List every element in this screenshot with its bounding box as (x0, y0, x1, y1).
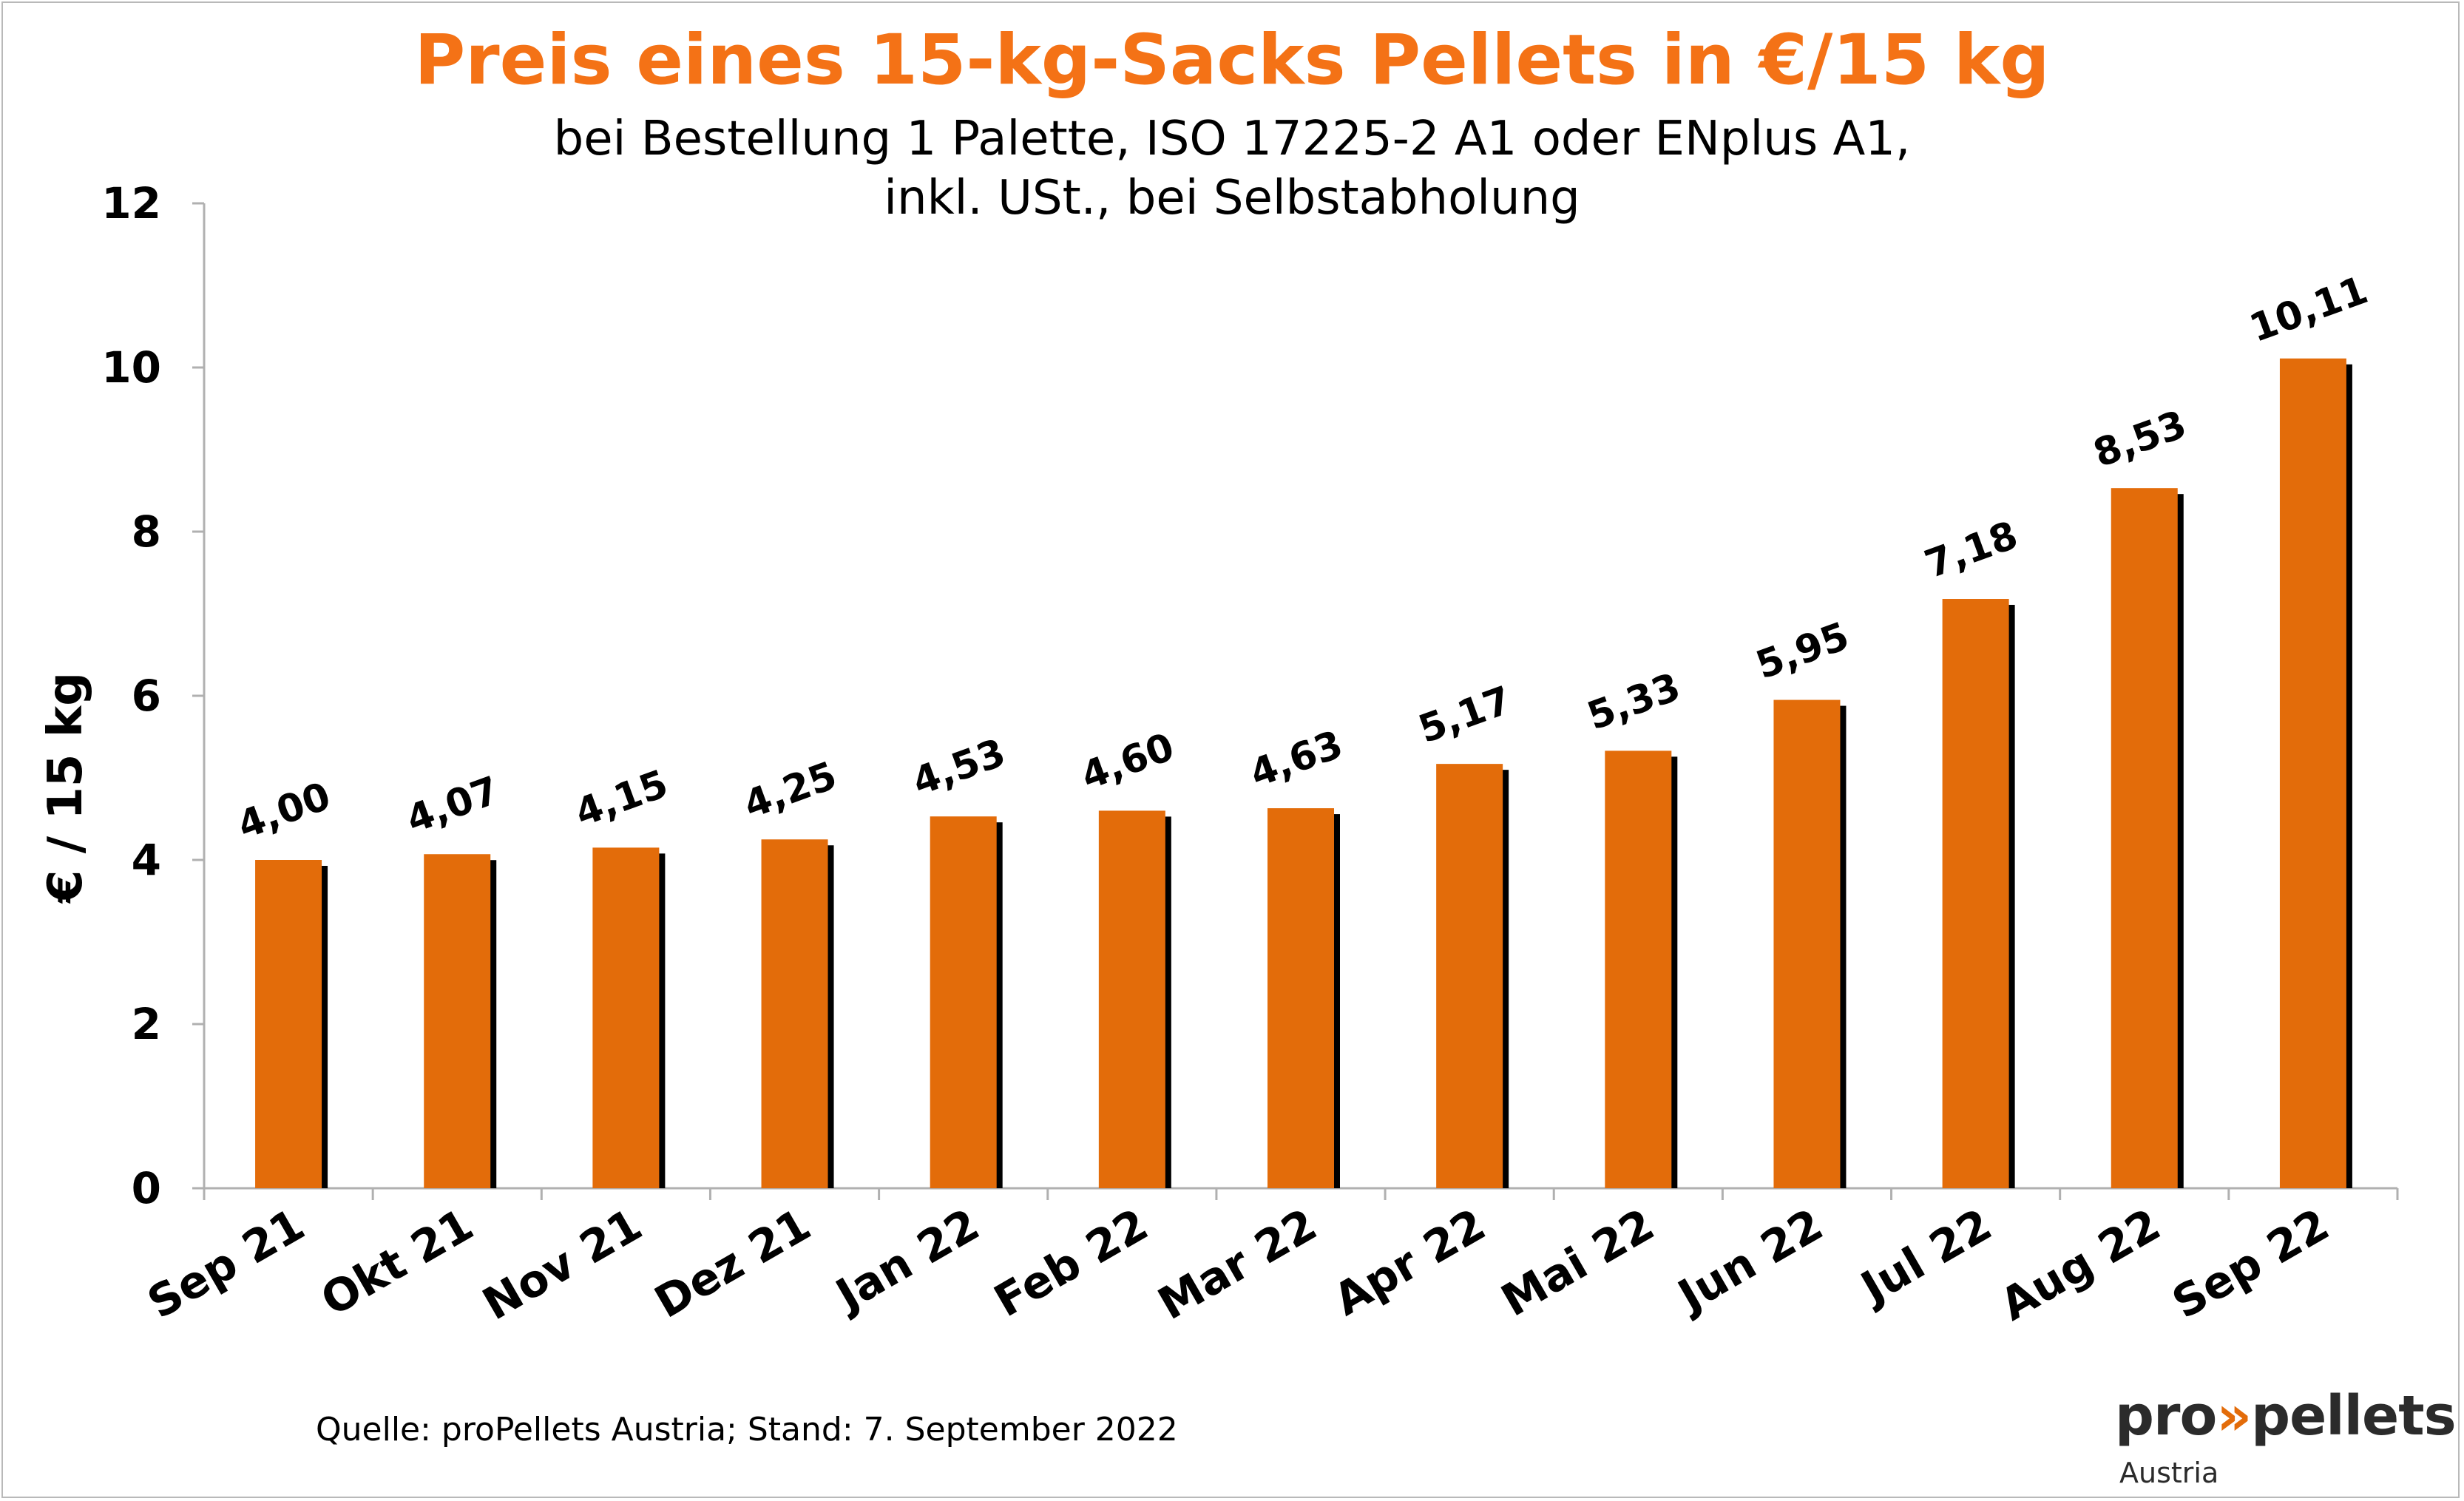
x-category-label: Jun 22 (1668, 1199, 1832, 1324)
y-tick-label: 2 (132, 999, 161, 1049)
bar (2279, 358, 2346, 1188)
bar (1605, 750, 1672, 1188)
bar-value-label: 4,07 (401, 768, 505, 842)
x-category-label: Sep 21 (139, 1199, 313, 1329)
bar (2111, 488, 2178, 1188)
x-category-label: Okt 21 (313, 1199, 482, 1326)
bar (424, 854, 491, 1188)
bar (592, 847, 660, 1188)
y-tick-label: 12 (101, 178, 161, 228)
bar (1942, 599, 2009, 1188)
bar-value-label: 4,53 (907, 731, 1011, 804)
x-category-label: Aug 22 (1991, 1199, 2169, 1331)
x-category-label: Sep 22 (2164, 1199, 2338, 1329)
bar-value-label: 4,63 (1245, 722, 1349, 796)
y-tick-label: 6 (132, 671, 161, 721)
logo-text-pro: pro (2115, 1384, 2217, 1448)
bar (255, 860, 322, 1188)
bar-value-label: 8,53 (2088, 402, 2192, 476)
chart-title: Preis eines 15-kg-Sacks Pellets in €/15 … (414, 20, 2050, 101)
y-tick-label: 0 (132, 1163, 161, 1213)
bar-value-label: 4,15 (569, 762, 674, 836)
bar-value-label: 4,00 (232, 774, 336, 848)
x-category-label: Mar 22 (1150, 1199, 1326, 1330)
y-tick-label: 4 (132, 835, 161, 885)
bar-value-label: 4,60 (1075, 725, 1179, 799)
bar (1098, 810, 1165, 1188)
x-category-label: Dez 21 (646, 1199, 819, 1329)
y-axis-title: € / 15 kg (38, 672, 93, 904)
logo-subtitle: Austria (2119, 1457, 2219, 1489)
logo-arrow-icon: » (2216, 1384, 2252, 1448)
bar (1267, 808, 1334, 1188)
bar (761, 839, 828, 1188)
bar-value-label: 4,25 (738, 753, 842, 827)
chart-subtitle-line2: inkl. USt., bei Selbstabholung (884, 171, 1580, 226)
x-category-label: Jul 22 (1850, 1199, 2000, 1315)
x-category-label: Mai 22 (1493, 1199, 1663, 1326)
bar (930, 816, 997, 1188)
chart-subtitle-line1: bei Bestellung 1 Palette, ISO 17225-2 A1… (553, 112, 1911, 166)
propellets-logo: pro»pellets Austria (2115, 1384, 2457, 1495)
bar-value-label: 5,17 (1413, 678, 1517, 752)
bar (1773, 699, 1841, 1188)
logo-wordmark: pro»pellets (2115, 1384, 2457, 1448)
bar-value-label: 10,11 (2244, 268, 2374, 351)
logo-text-pellets: pellets (2251, 1384, 2456, 1448)
x-category-label: Apr 22 (1325, 1199, 1494, 1326)
bar (1436, 764, 1503, 1188)
x-category-label: Feb 22 (986, 1199, 1157, 1327)
x-category-label: Jan 22 (825, 1199, 988, 1323)
y-tick-label: 8 (132, 506, 161, 557)
x-category-label: Nov 21 (474, 1199, 650, 1330)
bar-value-label: 5,33 (1582, 665, 1686, 739)
bar-value-label: 5,95 (1750, 614, 1855, 688)
bar-value-label: 7,18 (1919, 513, 2023, 587)
source-note: Quelle: proPellets Austria; Stand: 7. Se… (316, 1411, 1178, 1449)
y-tick-label: 10 (101, 342, 161, 393)
